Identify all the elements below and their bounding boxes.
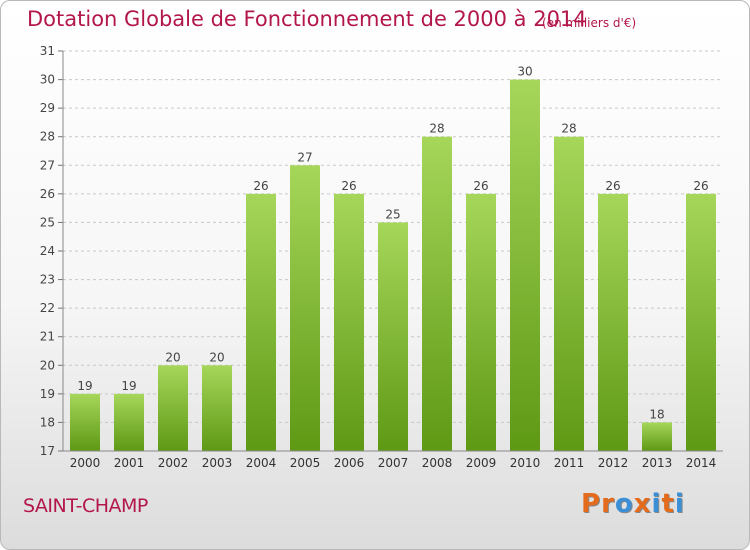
bar: [202, 365, 232, 451]
logo-letter: P: [581, 489, 602, 519]
y-tick-label: 31: [40, 44, 55, 58]
data-labels: 19 19 20 20 26 27 26 25 28 26 30 28 26 18 26: [77, 65, 708, 422]
bar: [378, 222, 408, 451]
data-label: 27: [297, 150, 312, 164]
data-label: 20: [209, 350, 224, 364]
x-tick-label: 2011: [554, 456, 585, 470]
x-tick-label: 2003: [202, 456, 233, 470]
y-tick-label: 22: [40, 301, 55, 315]
x-tick-label: 2012: [598, 456, 629, 470]
data-label: 30: [517, 65, 532, 79]
data-label: 26: [253, 179, 268, 193]
x-tick-label: 2000: [70, 456, 101, 470]
logo-letter: r: [601, 489, 615, 519]
bar: [334, 193, 364, 451]
x-tick-label: 2010: [510, 456, 541, 470]
data-label: 26: [341, 179, 356, 193]
data-label: 28: [561, 122, 576, 136]
x-tick-label: 2013: [642, 456, 673, 470]
y-tick-label: 18: [40, 415, 55, 429]
y-tick-label: 30: [40, 73, 55, 87]
y-tick-label: 21: [40, 330, 55, 344]
bar: [510, 79, 540, 452]
bar: [158, 365, 188, 451]
bar: [290, 165, 320, 452]
data-label: 25: [385, 207, 400, 221]
data-label: 19: [77, 379, 92, 393]
bar: [686, 193, 716, 451]
bar: [70, 393, 100, 451]
y-tick-label: 24: [40, 244, 55, 258]
x-tick-label: 2001: [114, 456, 145, 470]
logo-letter: i: [674, 489, 685, 519]
data-label: 20: [165, 350, 180, 364]
chart-subtitle: (en milliers d'€): [542, 16, 637, 30]
data-label: 26: [693, 179, 708, 193]
bar: [466, 193, 496, 451]
y-tick-label: 27: [40, 158, 55, 172]
bars: [70, 79, 716, 452]
y-tick-label: 20: [40, 358, 55, 372]
y-tick-label: 23: [40, 273, 55, 287]
data-label: 18: [649, 407, 664, 421]
bar: [422, 136, 452, 451]
bar: [246, 193, 276, 451]
bar: [642, 422, 672, 451]
x-tick-label: 2006: [334, 456, 365, 470]
data-label: 19: [121, 379, 136, 393]
x-tick-label: 2007: [378, 456, 409, 470]
y-tick-label: 26: [40, 187, 55, 201]
x-tick-label: 2014: [686, 456, 717, 470]
y-tick-label: 29: [40, 101, 55, 115]
y-tick-label: 17: [40, 444, 55, 458]
x-tick-label: 2009: [466, 456, 497, 470]
y-tick-label: 28: [40, 130, 55, 144]
x-tick-label: 2005: [290, 456, 321, 470]
chart-title: Dotation Globale de Fonctionnement de 20…: [27, 7, 587, 31]
data-label: 26: [473, 179, 488, 193]
bar: [598, 193, 628, 451]
y-tick-label: 25: [40, 215, 55, 229]
x-tick-label: 2008: [422, 456, 453, 470]
data-label: 28: [429, 122, 444, 136]
logo-letter: x: [633, 489, 652, 519]
x-tick-label: 2004: [246, 456, 277, 470]
logo-letter: o: [614, 489, 634, 519]
x-tick-label: 2002: [158, 456, 189, 470]
place-name: SAINT-CHAMP: [23, 495, 148, 517]
bar: [554, 136, 584, 451]
logo-letter: t: [661, 489, 675, 519]
proxiti-logo[interactable]: Proxiti: [581, 489, 685, 519]
logo-letter: i: [651, 489, 662, 519]
data-label: 26: [605, 179, 620, 193]
y-tick-label: 19: [40, 387, 55, 401]
axes: 17 18 19 20 21 22 23 24 25 26 27 28 29 30 31 2000 2001 20…: [40, 44, 723, 470]
bar: [114, 393, 144, 451]
